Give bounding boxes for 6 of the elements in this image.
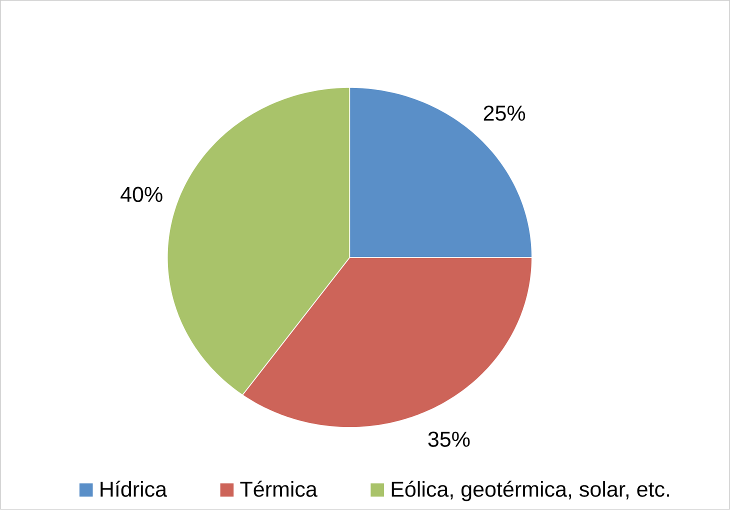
legend-label: Hídrica [100, 480, 168, 497]
data-label: 25% [484, 106, 526, 121]
legend-label: Eólica, geotérmica, solar, etc. [392, 480, 670, 502]
data-label: 40% [120, 186, 162, 202]
data-label: 35% [428, 432, 470, 447]
legend-label: Térmica [240, 480, 318, 497]
